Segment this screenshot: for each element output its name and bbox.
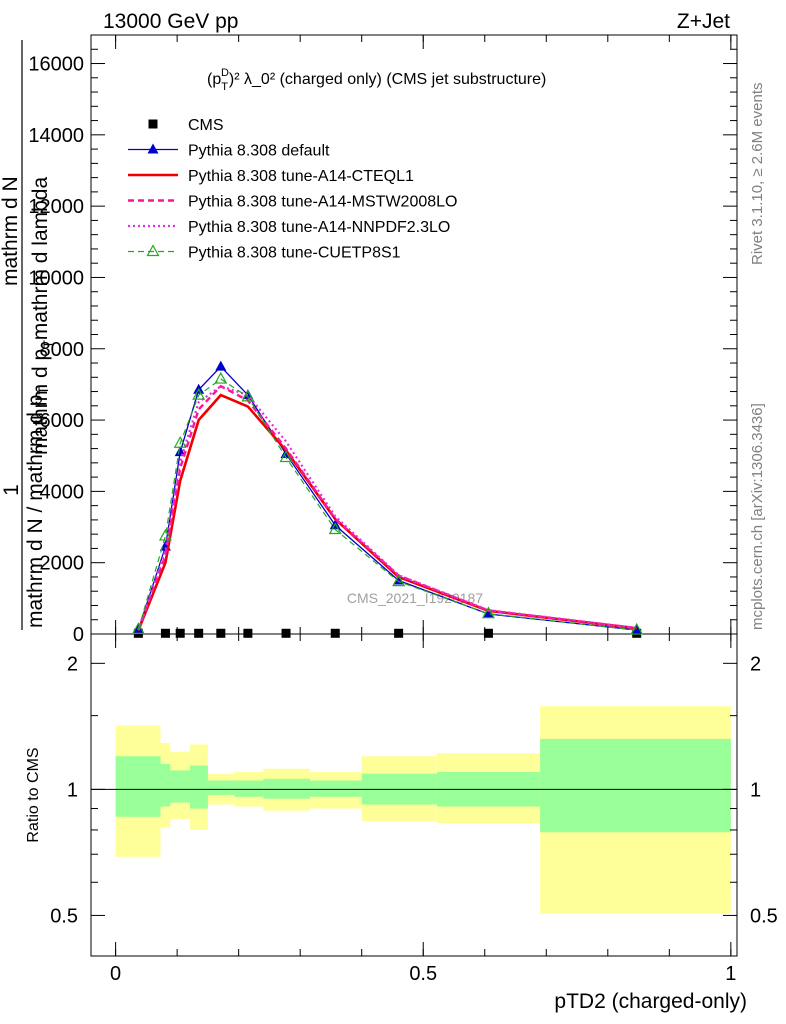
data-point-square bbox=[194, 628, 204, 638]
ratio-tick-label-left: 2 bbox=[67, 653, 78, 675]
header-left: 13000 GeV pp bbox=[103, 10, 238, 33]
plot-title: (pTD)² λ_0² (charged only) (CMS jet subs… bbox=[207, 67, 546, 93]
y-tick-label: 12000 bbox=[28, 196, 84, 218]
y-tick-label: 16000 bbox=[28, 54, 84, 76]
ratio-y-label: Ratio to CMS bbox=[25, 747, 42, 842]
ratio-band-inner bbox=[207, 780, 235, 795]
data-point-triangle-open bbox=[392, 574, 406, 587]
data-point-square bbox=[216, 628, 226, 638]
watermark-label: CMS_2021_I1920187 bbox=[347, 590, 483, 606]
data-point-triangle bbox=[215, 360, 227, 371]
data-point-triangle-open bbox=[146, 244, 160, 257]
x-axis-title: pTD2 (charged-only) bbox=[554, 990, 747, 1013]
data-point-triangle-open bbox=[192, 387, 206, 400]
x-tick-label: 0 bbox=[110, 963, 121, 985]
data-point-square bbox=[483, 628, 493, 638]
data-point-triangle-open bbox=[279, 450, 293, 463]
data-point-triangle bbox=[631, 624, 643, 635]
data-point-triangle-open bbox=[241, 389, 255, 402]
ratio-tick-label-left: 1 bbox=[67, 779, 78, 801]
ratio-tick-label-left: 0.5 bbox=[50, 905, 78, 927]
data-point-square bbox=[160, 628, 170, 638]
main-y-title: 1 mathrm d N / mathrm d pT mathrm d N ma… bbox=[0, 40, 56, 630]
ratio-band-inner bbox=[234, 780, 264, 797]
data-point-square bbox=[330, 628, 340, 638]
data-point-triangle-open bbox=[214, 371, 228, 384]
legend-label: Pythia 8.308 tune-A14-MSTW2008LO bbox=[188, 194, 457, 211]
y-title-num-right: mathrm d pTmathrm d lambda bbox=[29, 177, 56, 455]
data-point-square bbox=[243, 628, 253, 638]
data-point-triangle-open bbox=[131, 622, 145, 634]
y-tick-label: 8000 bbox=[40, 339, 85, 361]
y-tick-label: 6000 bbox=[40, 410, 85, 432]
y-tick-label: 14000 bbox=[28, 125, 84, 147]
data-point-square bbox=[175, 628, 185, 638]
data-point-triangle-open bbox=[173, 436, 187, 448]
mcplots-label: mcplots.cern.ch [arXiv:1306.3436] bbox=[749, 403, 766, 630]
legend-label: Pythia 8.308 tune-A14-CTEQL1 bbox=[188, 168, 414, 185]
y-title-num-left: mathrm d N bbox=[0, 176, 22, 286]
y-tick-label: 4000 bbox=[40, 481, 85, 503]
data-point-square bbox=[148, 119, 158, 129]
data-point-triangle-open bbox=[158, 528, 172, 541]
y-title-one: 1 bbox=[0, 484, 23, 496]
data-point-triangle-open bbox=[630, 622, 644, 635]
x-tick-label: 1 bbox=[725, 963, 736, 985]
ratio-tick-label-right: 0.5 bbox=[750, 905, 778, 927]
legend: CMS Pythia 8.308 default Pythia 8.308 tune… bbox=[128, 117, 457, 262]
legend-label: Pythia 8.308 default bbox=[188, 143, 330, 160]
x-tick-label: 0.5 bbox=[409, 963, 437, 985]
ratio-tick-label-right: 1 bbox=[750, 779, 761, 801]
ratio-band-inner bbox=[115, 756, 161, 817]
y-title-den: mathrm d N / mathrm d pT bbox=[24, 386, 51, 628]
series-line bbox=[137, 393, 637, 631]
ratio-band-inner bbox=[263, 778, 311, 799]
data-point-triangle-open bbox=[481, 606, 495, 619]
data-point-triangle bbox=[147, 143, 159, 154]
series-line bbox=[137, 378, 637, 631]
y-tick-label: 2000 bbox=[40, 553, 85, 575]
ratio-tick-label-right: 2 bbox=[750, 653, 761, 675]
ratio-band-inner bbox=[540, 738, 731, 833]
legend-label: Pythia 8.308 tune-A14-NNPDF2.3LO bbox=[188, 219, 450, 236]
legend-label: CMS bbox=[188, 117, 224, 134]
data-point-square bbox=[281, 628, 291, 638]
data-point-triangle bbox=[393, 574, 405, 585]
y-tick-label: 10000 bbox=[28, 267, 84, 289]
ratio-band-inner bbox=[190, 765, 208, 809]
rivet-label: Rivet 3.1.10, ≥ 2.6M events bbox=[749, 83, 766, 266]
data-point-triangle bbox=[174, 446, 186, 457]
ratio-plot-frame bbox=[90, 633, 738, 957]
data-point-triangle bbox=[482, 608, 494, 619]
ratio-band-inner bbox=[170, 770, 191, 803]
y-tick-label: 0 bbox=[73, 624, 84, 646]
legend-label: Pythia 8.308 tune-CUETP8S1 bbox=[188, 245, 401, 262]
data-point-triangle-open bbox=[328, 522, 342, 535]
ratio-band-inner bbox=[310, 780, 362, 797]
ratio-band-inner bbox=[160, 763, 171, 807]
chart-marks: 0 0.5 1 0 2000 4000 6000 8000 10000 12000 14000 160… bbox=[28, 34, 778, 985]
header-right: Z+Jet bbox=[677, 10, 730, 33]
series-line bbox=[137, 384, 637, 631]
data-point-square bbox=[394, 628, 404, 638]
